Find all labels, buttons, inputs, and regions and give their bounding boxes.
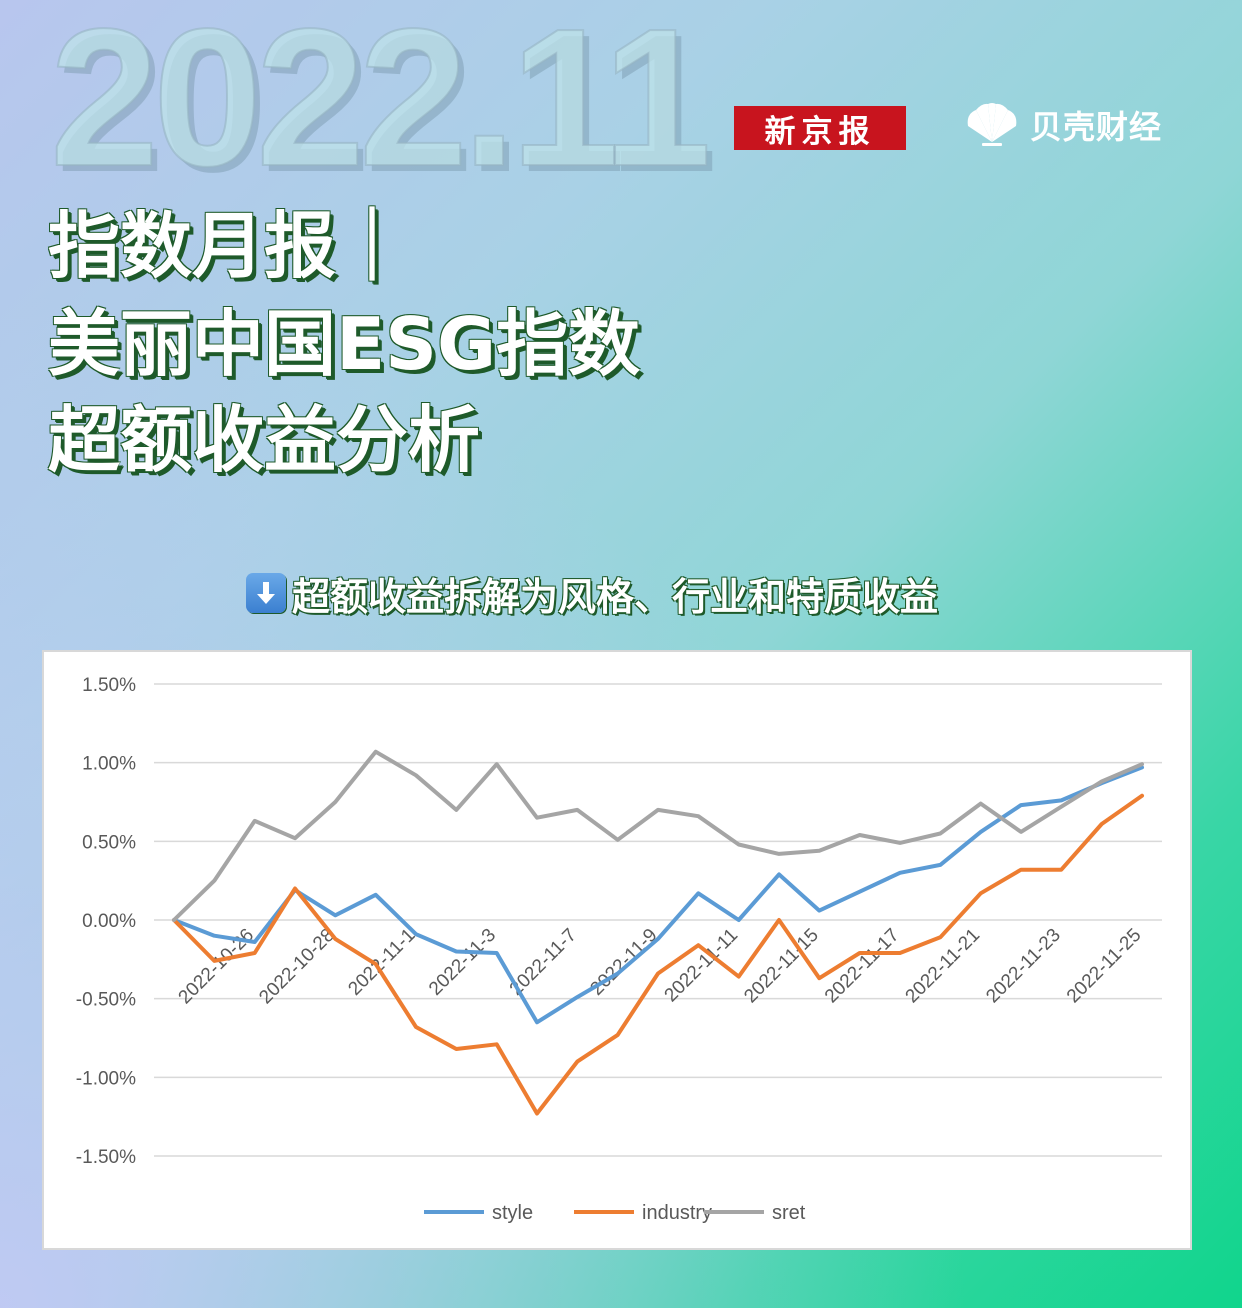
- x-tick-label: 2022-11-17: [821, 925, 904, 1008]
- y-tick-label: -0.50%: [76, 990, 136, 1011]
- legend-label-sret: sret: [772, 1202, 806, 1224]
- shell-icon: [967, 103, 1017, 146]
- y-tick-label: -1.50%: [76, 1147, 136, 1168]
- y-tick-label: -1.00%: [76, 1068, 136, 1089]
- legend-label-style: style: [492, 1202, 533, 1224]
- title-line-1: 指数月报｜: [48, 204, 409, 288]
- line-chart-panel: 1.50% 1.00% 0.50% 0.00% -0.50% -1.00% -1.50% 20…: [42, 650, 1192, 1250]
- series-line-industry: [172, 793, 1144, 1116]
- x-tick-label: 2022-11-1: [344, 925, 419, 1000]
- beike-caijing-logo: 贝壳财经: [962, 100, 1162, 150]
- xinjingbao-logo: 新京报: [734, 106, 906, 150]
- year-month-heading: 2022.11: [49, 0, 713, 207]
- down-arrow-icon: [246, 573, 286, 613]
- x-tick-label: 2022-11-3: [425, 925, 500, 1000]
- x-tick-label: 2022-10-28: [255, 925, 339, 1009]
- x-tick-label: 2022-11-25: [1063, 925, 1146, 1008]
- legend-label-industry: industry: [642, 1202, 712, 1224]
- title-line-3: 超额收益分析: [48, 398, 481, 482]
- chart-subtitle-text: 超额收益拆解为风格、行业和特质收益: [292, 574, 939, 619]
- y-tick-label: 0.00%: [82, 911, 136, 932]
- chart-subtitle: 超额收益拆解为风格、行业和特质收益: [246, 570, 938, 619]
- y-tick-label: 1.00%: [82, 754, 136, 775]
- beike-caijing-text: 贝壳财经: [1030, 108, 1163, 146]
- x-tick-label: 2022-11-23: [982, 925, 1065, 1008]
- y-tick-label: 0.50%: [82, 832, 136, 853]
- title-line-2: 美丽中国ESG指数: [48, 302, 641, 386]
- line-chart: 1.50% 1.00% 0.50% 0.00% -0.50% -1.00% -1.50% 20…: [76, 675, 1162, 1224]
- y-tick-label: 1.50%: [82, 675, 136, 696]
- series-line-sret: [172, 749, 1144, 922]
- series-line-style: [172, 765, 1144, 1025]
